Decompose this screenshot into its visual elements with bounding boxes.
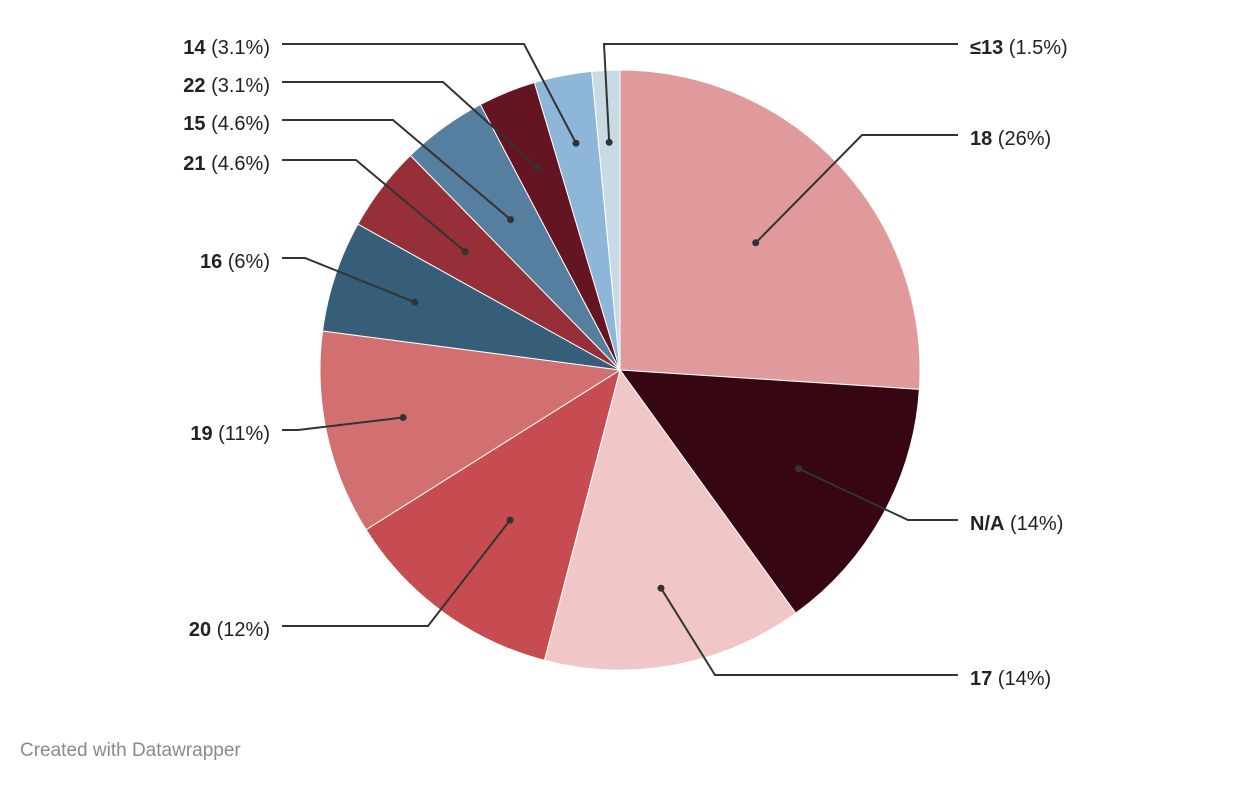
pie-slice-2	[618, 369, 920, 614]
slice-label-4: 20 (12%)	[189, 619, 270, 641]
slice-label-percent: (11%)	[213, 423, 270, 445]
slice-label-3: 17 (14%)	[970, 668, 1051, 690]
leader-dot-10	[572, 139, 580, 147]
pie-slice-5	[319, 330, 622, 531]
leader-line-2	[798, 467, 958, 521]
slice-label-category: 18	[970, 128, 992, 150]
slice-label-category: 22	[183, 75, 205, 97]
slice-label-percent: (26%)	[992, 128, 1051, 150]
slice-label-9: 22 (3.1%)	[183, 75, 270, 97]
slice-label-8: 15 (4.6%)	[183, 113, 270, 135]
slice-label-percent: (12%)	[211, 619, 270, 641]
leader-lines	[282, 43, 958, 676]
slice-label-percent: (3.1%)	[206, 75, 270, 97]
leader-line-4	[282, 519, 511, 627]
slice-label-7: 21 (4.6%)	[183, 153, 270, 175]
slice-label-1: 18 (26%)	[970, 128, 1051, 150]
leader-line-8	[282, 119, 512, 221]
slice-label-6: 16 (6%)	[200, 251, 270, 273]
leader-dot-3	[657, 584, 665, 592]
slice-label-category: 15	[183, 113, 205, 135]
slice-label-category: N/A	[970, 513, 1004, 535]
pie-slice-3	[543, 368, 797, 671]
slice-label-11: ≤13 (1.5%)	[970, 37, 1068, 59]
pie-slices	[319, 69, 921, 671]
slice-label-5: 19 (11%)	[190, 423, 270, 445]
slice-label-category: 19	[190, 423, 212, 445]
slice-label-10: 14 (3.1%)	[183, 37, 270, 59]
slice-label-percent: (14%)	[992, 668, 1051, 690]
leader-dot-7	[461, 248, 469, 256]
leader-dot-5	[399, 414, 407, 421]
leader-line-10	[282, 43, 577, 144]
leader-line-6	[282, 257, 416, 304]
slice-label-category: 14	[183, 37, 206, 59]
leader-dot-4	[506, 516, 514, 524]
leader-line-11	[602, 43, 958, 143]
slice-label-category: 17	[970, 668, 992, 690]
leader-dot-11	[605, 138, 613, 146]
slice-label-percent: (4.6%)	[206, 113, 270, 135]
leader-dot-1	[752, 239, 760, 247]
leader-dot-9	[533, 163, 541, 171]
slice-label-percent: (14%)	[1004, 513, 1063, 535]
slice-labels: 18 (26%)N/A (14%)17 (14%)20 (12%)19 (11%…	[183, 37, 1067, 690]
slice-label-percent: (6%)	[222, 251, 270, 273]
leader-line-9	[282, 81, 539, 168]
pie-slice-4	[365, 368, 621, 661]
credit-text: Created with Datawrapper	[20, 740, 241, 761]
slice-label-2: N/A (14%)	[970, 513, 1063, 535]
slice-label-category: 16	[200, 251, 222, 273]
slice-label-category: 20	[189, 619, 211, 641]
slice-label-category: 21	[183, 153, 205, 175]
leader-dot-2	[795, 465, 803, 473]
leader-line-5	[282, 416, 404, 431]
leader-line-7	[282, 159, 466, 253]
leader-line-3	[660, 587, 958, 676]
leader-line-1	[754, 134, 958, 244]
slice-label-percent: (1.5%)	[1003, 37, 1067, 59]
slice-label-percent: (4.6%)	[206, 153, 270, 175]
slice-label-percent: (3.1%)	[206, 37, 270, 59]
leader-dot-8	[507, 216, 515, 224]
slice-label-category: ≤13	[970, 37, 1003, 59]
leader-dot-6	[411, 298, 419, 306]
